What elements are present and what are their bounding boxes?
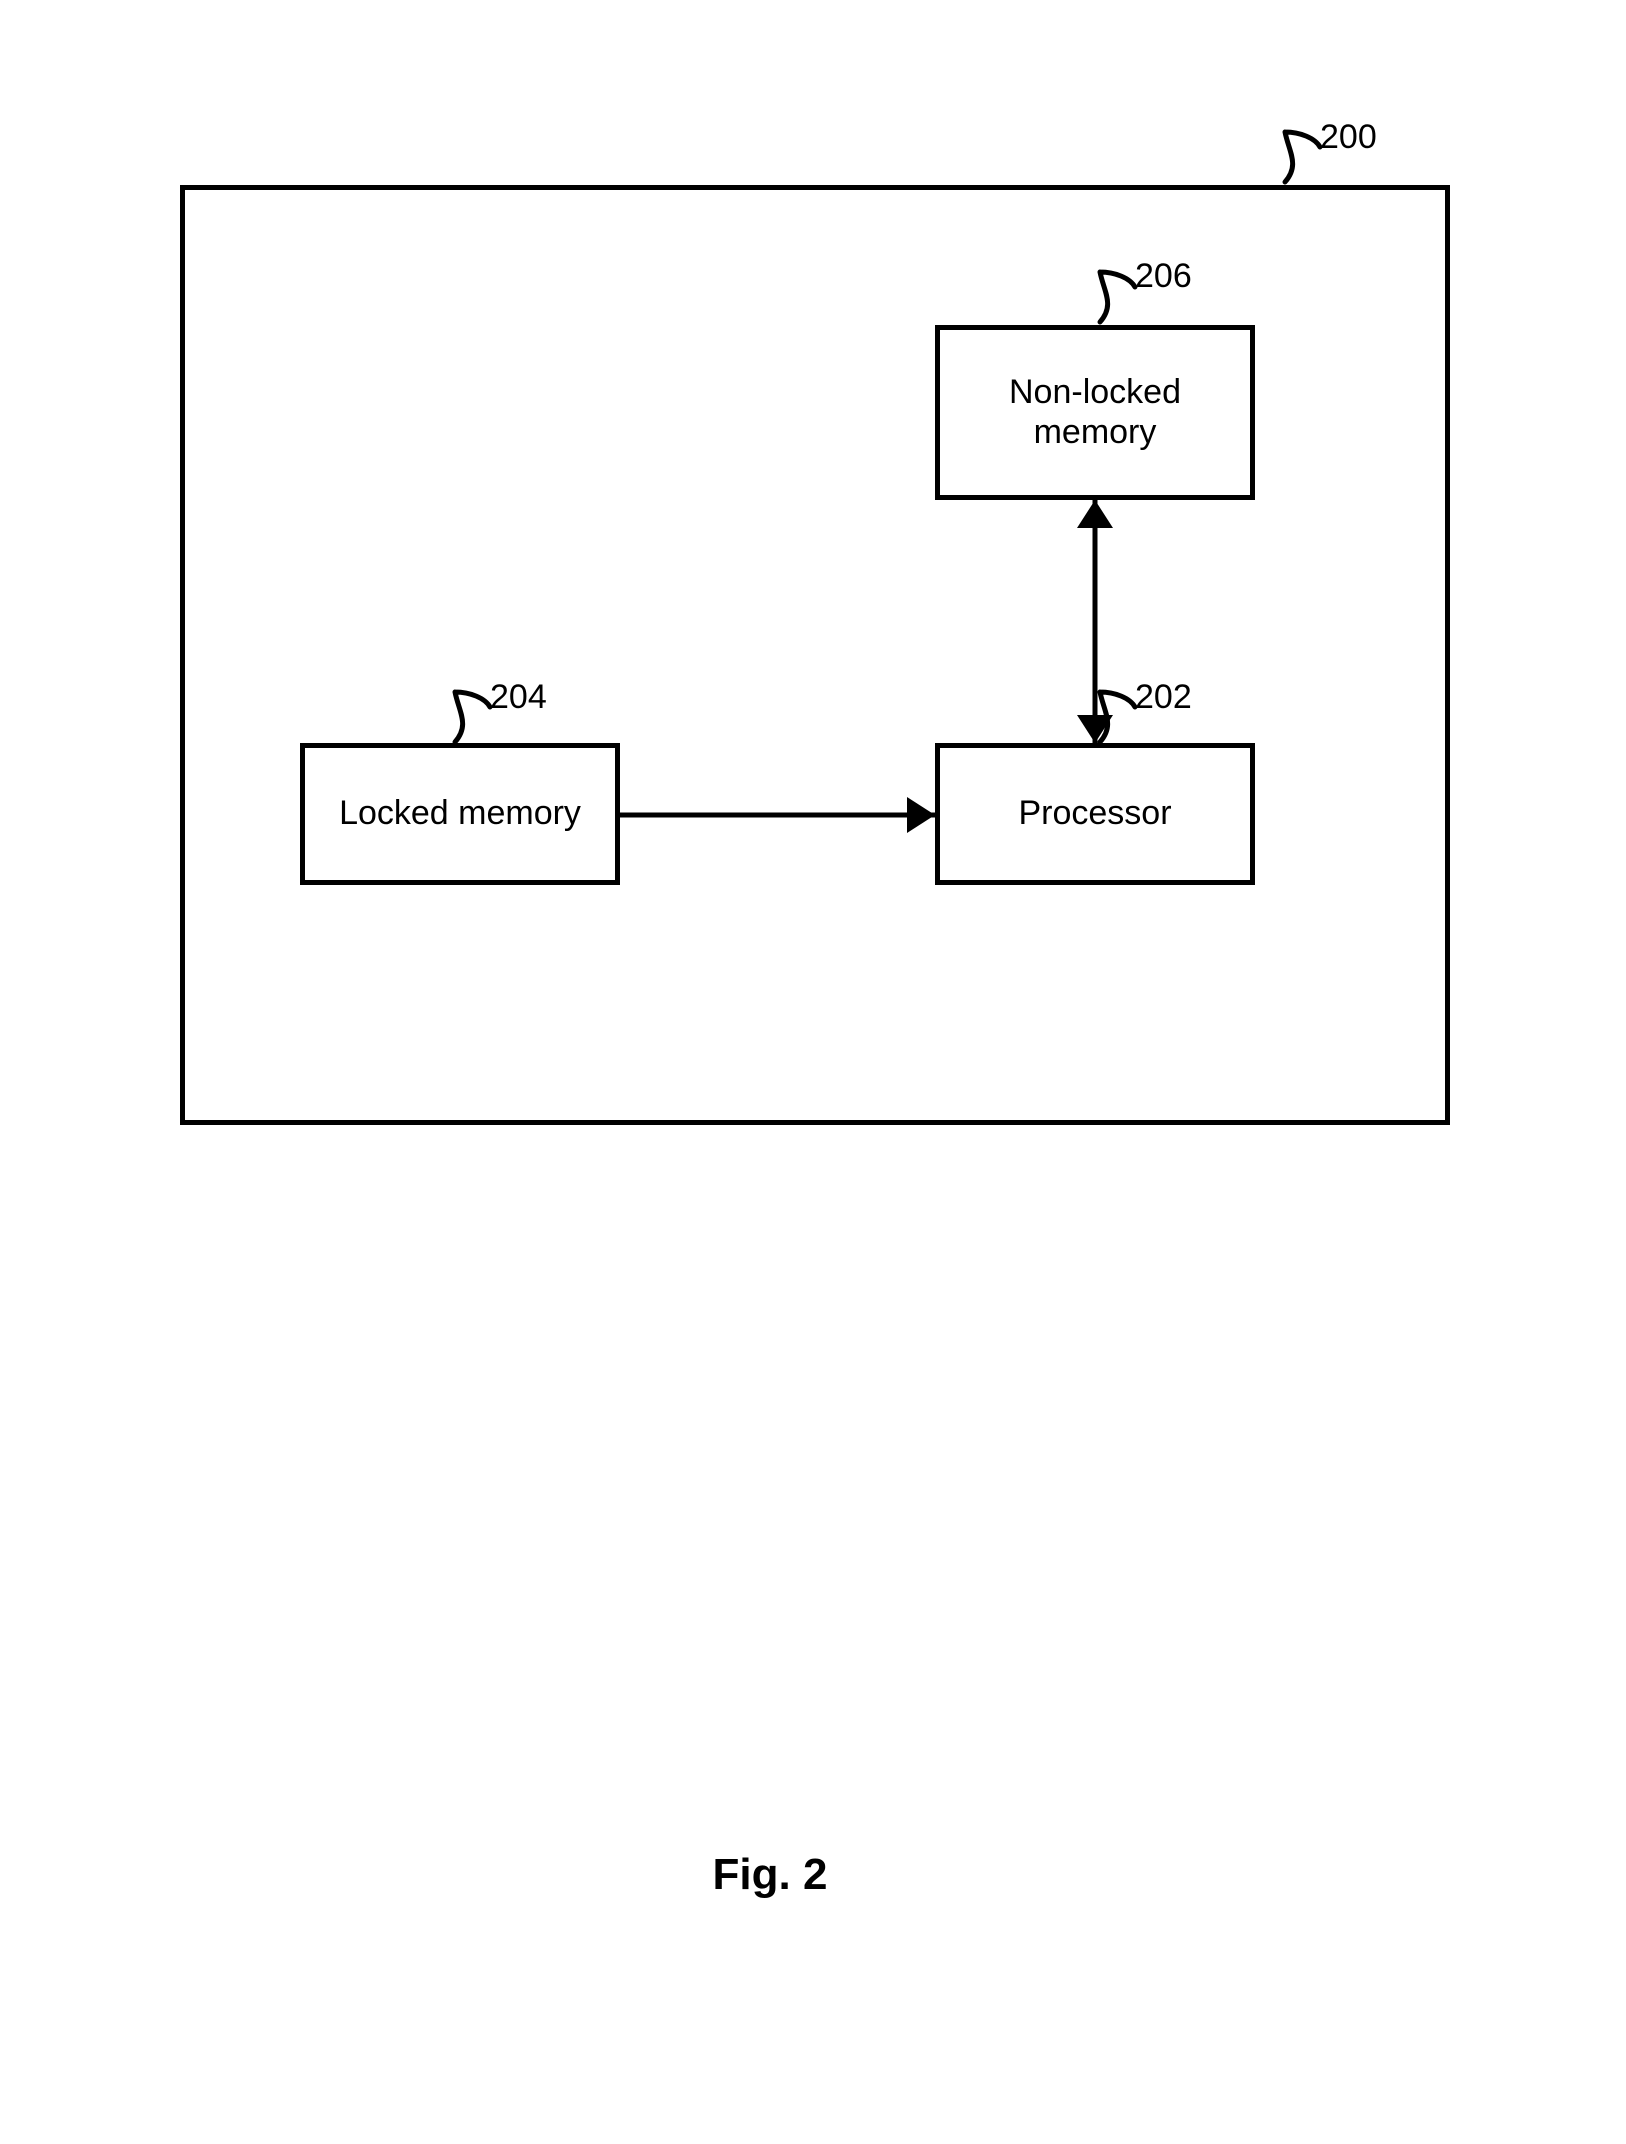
outer-ref-label: 200 xyxy=(1320,118,1377,157)
outer-system-box xyxy=(180,185,1450,1125)
processor-ref-label: 202 xyxy=(1135,678,1192,717)
diagram-canvas: Locked memory Processor Non-locked memor… xyxy=(0,0,1626,2144)
non-locked-memory-label: Non-locked memory xyxy=(946,373,1244,451)
non-locked-memory-box: Non-locked memory xyxy=(935,325,1255,500)
locked-memory-box: Locked memory xyxy=(300,743,620,885)
ref-hook-200 xyxy=(1285,132,1320,182)
non-locked-memory-ref-label: 206 xyxy=(1135,257,1192,296)
locked-memory-label: Locked memory xyxy=(339,794,581,833)
processor-box: Processor xyxy=(935,743,1255,885)
processor-label: Processor xyxy=(1018,794,1171,833)
locked-memory-ref-label: 204 xyxy=(490,678,547,717)
figure-caption: Fig. 2 xyxy=(570,1850,970,1900)
